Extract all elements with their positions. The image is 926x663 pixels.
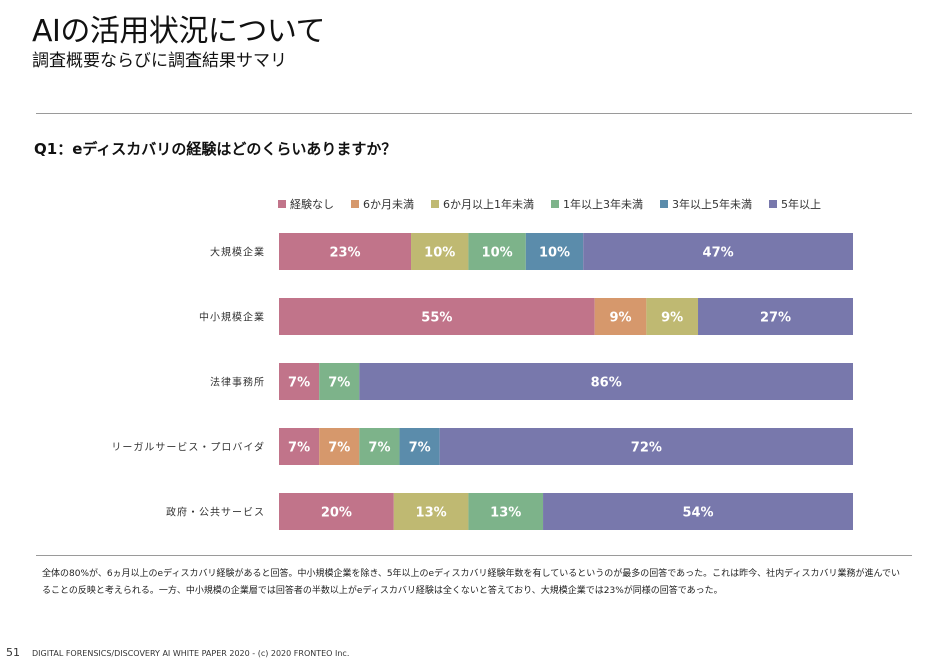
chart-legend: 経験なし 6か月未満 6か月以上1年未満 1年以上3年未満 3年以上5年未満 5年以上 (278, 197, 821, 211)
bar-segment (646, 298, 699, 335)
data-label: 9% (661, 311, 683, 326)
legend-swatch (769, 200, 777, 208)
legend-label: 5年以上 (781, 198, 821, 211)
page-number: 51 (6, 646, 20, 659)
page-subtitle: 調査概要ならびに調査結果サマリ (32, 51, 287, 71)
data-label: 13% (416, 506, 447, 521)
legend-item: 5年以上 (769, 196, 821, 212)
category-label: 中小規模企業 (199, 311, 265, 324)
legend-item: 6か月未満 (351, 196, 414, 212)
legend-swatch (431, 200, 439, 208)
data-label: 9% (609, 311, 631, 326)
data-label: 20% (321, 506, 352, 521)
legend-label: 3年以上5年未満 (672, 198, 752, 211)
bar-segment (393, 493, 469, 530)
data-label: 13% (490, 506, 521, 521)
data-label: 10% (424, 246, 455, 261)
data-label: 7% (409, 441, 431, 456)
bar-segment (359, 428, 400, 465)
bar-segment (319, 428, 360, 465)
data-label: 7% (288, 441, 310, 456)
data-label: 27% (760, 311, 791, 326)
data-label: 7% (328, 441, 350, 456)
data-label: 47% (703, 246, 734, 261)
bottom-divider (36, 555, 912, 556)
bar-segment (543, 493, 853, 530)
data-label: 7% (368, 441, 390, 456)
bar-segment (279, 493, 394, 530)
bar-segment (279, 363, 320, 400)
legend-item: 6か月以上1年未満 (431, 196, 534, 212)
bar-segment (594, 298, 647, 335)
data-label: 10% (482, 246, 513, 261)
category-label: 政府・公共サービス (166, 506, 265, 519)
legend-item: 経験なし (278, 196, 334, 212)
bar-segment (359, 363, 853, 400)
footer-text: DIGITAL FORENSICS/DISCOVERY AI WHITE PAP… (32, 649, 350, 658)
legend-label: 6か月以上1年未満 (443, 198, 534, 211)
data-label: 55% (421, 311, 452, 326)
legend-swatch (278, 200, 286, 208)
legend-label: 6か月未満 (363, 198, 414, 211)
bar-segment (439, 428, 853, 465)
question-heading: Q1：eディスカバリの経験はどのくらいありますか？ (34, 140, 397, 158)
top-divider (36, 113, 912, 114)
bar-segment (525, 233, 584, 270)
bar-segment (468, 233, 526, 270)
data-label: 7% (288, 376, 310, 391)
legend-swatch (660, 200, 668, 208)
summary-note: 全体の80%が、6ヵ月以上のeディスカバリ経験があると回答。中小規模企業を除き、… (42, 569, 901, 596)
legend-swatch (551, 200, 559, 208)
data-label: 7% (328, 376, 350, 391)
legend-label: 1年以上3年未満 (563, 198, 643, 211)
bar-segment (411, 233, 469, 270)
bar-segment (319, 363, 360, 400)
bar-segment (468, 493, 544, 530)
data-label: 72% (631, 441, 662, 456)
data-label: 10% (539, 246, 570, 261)
legend-item: 3年以上5年未満 (660, 196, 752, 212)
page-title: AIの活用状況について (32, 14, 325, 49)
bar-segment (279, 233, 412, 270)
bar-segment (279, 298, 595, 335)
category-label: 法律事務所 (210, 376, 265, 389)
category-label: 大規模企業 (210, 246, 265, 259)
data-label: 23% (329, 246, 360, 261)
bar-segment (583, 233, 853, 270)
data-label: 86% (591, 376, 622, 391)
bar-segment (279, 428, 320, 465)
legend-item: 1年以上3年未満 (551, 196, 643, 212)
bar-segment (399, 428, 440, 465)
data-label: 54% (682, 506, 713, 521)
legend-label: 経験なし (290, 198, 334, 211)
legend-swatch (351, 200, 359, 208)
category-label: リーガルサービス・プロバイダ (111, 441, 265, 454)
bar-segment (698, 298, 853, 335)
